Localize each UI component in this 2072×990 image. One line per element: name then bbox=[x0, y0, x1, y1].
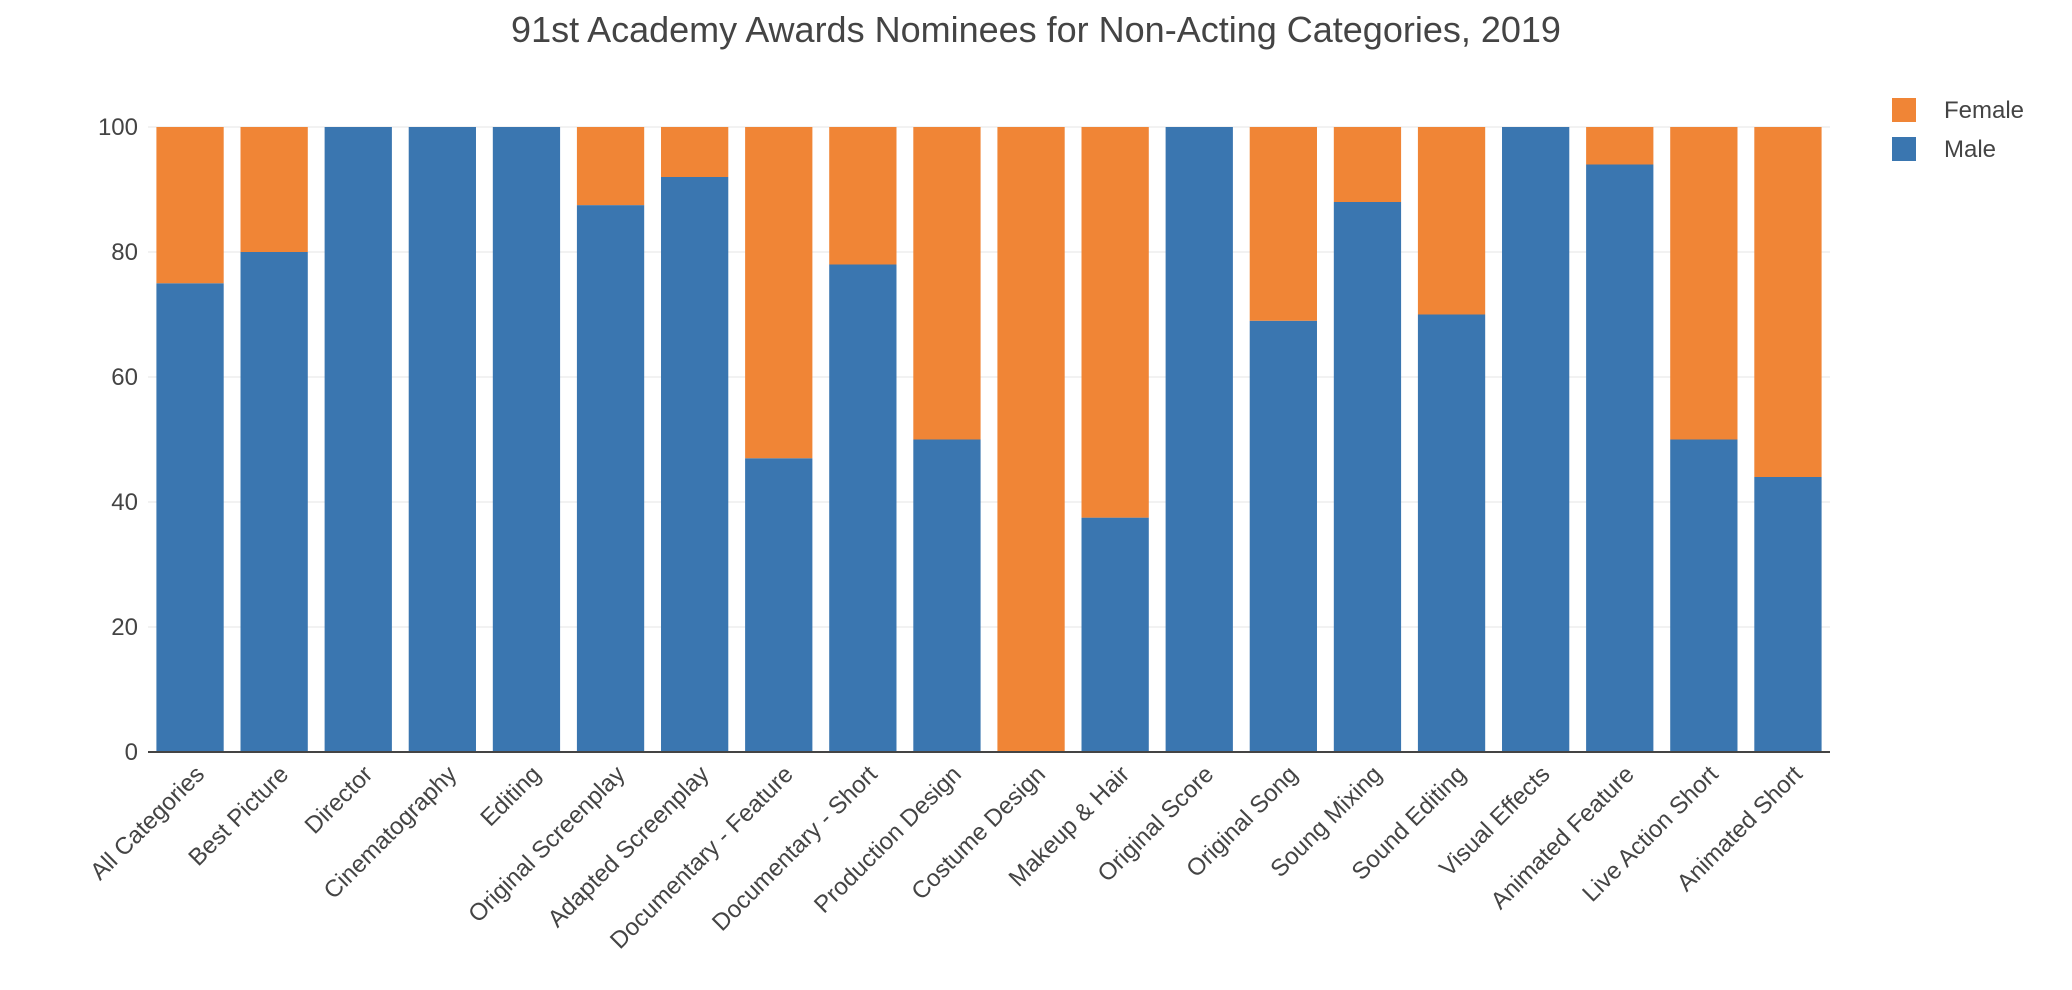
bar-male-documentary-feature[interactable] bbox=[745, 458, 813, 752]
bar-male-best-picture[interactable] bbox=[240, 252, 308, 752]
legend-label-male[interactable]: Male bbox=[1944, 136, 1996, 163]
legend-swatch-female[interactable] bbox=[1892, 98, 1916, 122]
x-tick-label: Adapted Screenplay bbox=[543, 761, 715, 933]
bar-female-live-action-short[interactable] bbox=[1670, 127, 1738, 440]
bar-male-editing[interactable] bbox=[492, 127, 561, 752]
bar-male-cinematography[interactable] bbox=[408, 127, 476, 752]
grid-lines bbox=[148, 126, 1830, 628]
bar-female-best-picture[interactable] bbox=[240, 127, 308, 252]
bar-female-documentary-feature[interactable] bbox=[745, 127, 813, 459]
y-axis-ticks: 0 20 40 60 80 100 bbox=[98, 114, 138, 766]
bar-male-original-song[interactable] bbox=[1249, 320, 1317, 752]
x-tick-label: Production Design bbox=[809, 761, 967, 919]
bar-female-adapted-screenplay[interactable] bbox=[661, 127, 729, 177]
bar-female-soung-mixing[interactable] bbox=[1333, 127, 1402, 202]
bar-male-makeup-hair[interactable] bbox=[1081, 517, 1149, 752]
legend: Female Male bbox=[1892, 97, 2024, 163]
bar-male-original-score[interactable] bbox=[1165, 127, 1233, 752]
bar-female-all-categories[interactable] bbox=[156, 127, 224, 284]
x-tick-label: Editing bbox=[475, 761, 546, 832]
bar-female-documentary-short[interactable] bbox=[829, 127, 897, 265]
bar-female-original-screenplay[interactable] bbox=[576, 127, 645, 206]
bar-male-visual-effects[interactable] bbox=[1502, 127, 1570, 752]
bar-male-live-action-short[interactable] bbox=[1670, 439, 1738, 753]
x-tick-label: Director bbox=[300, 761, 379, 840]
bar-female-makeup-hair[interactable] bbox=[1081, 127, 1149, 518]
x-tick-label: Documentary - Short bbox=[707, 761, 883, 937]
bar-female-production-design[interactable] bbox=[913, 127, 981, 440]
y-tick-label: 80 bbox=[111, 239, 138, 266]
bar-male-director[interactable] bbox=[324, 127, 392, 752]
y-tick-label: 60 bbox=[111, 364, 138, 391]
bar-female-animated-short[interactable] bbox=[1754, 127, 1822, 477]
legend-swatch-male[interactable] bbox=[1892, 137, 1916, 161]
bars bbox=[156, 127, 1822, 753]
bar-male-adapted-screenplay[interactable] bbox=[661, 177, 729, 752]
bar-female-original-song[interactable] bbox=[1249, 127, 1317, 321]
bar-male-sound-editing[interactable] bbox=[1417, 314, 1486, 753]
x-tick-label: Original Screenplay bbox=[463, 761, 630, 928]
bar-male-soung-mixing[interactable] bbox=[1333, 202, 1402, 752]
chart-title: 91st Academy Awards Nominees for Non-Act… bbox=[511, 9, 1561, 50]
y-tick-label: 20 bbox=[111, 614, 138, 641]
x-tick-label: All Categories bbox=[85, 761, 210, 886]
y-tick-label: 0 bbox=[125, 739, 138, 766]
bar-female-costume-design[interactable] bbox=[997, 127, 1065, 752]
y-tick-label: 40 bbox=[111, 489, 138, 516]
legend-label-female[interactable]: Female bbox=[1944, 97, 2024, 124]
bar-male-production-design[interactable] bbox=[913, 439, 981, 753]
bar-male-animated-short[interactable] bbox=[1754, 477, 1822, 752]
bar-male-animated-feature[interactable] bbox=[1586, 164, 1654, 753]
y-tick-label: 100 bbox=[98, 114, 138, 141]
bar-male-original-screenplay[interactable] bbox=[576, 205, 645, 752]
x-tick-label: Animated Feature bbox=[1486, 761, 1640, 915]
bar-female-animated-feature[interactable] bbox=[1586, 127, 1654, 165]
bar-female-sound-editing[interactable] bbox=[1417, 127, 1486, 315]
bar-male-documentary-short[interactable] bbox=[829, 264, 897, 753]
bar-male-all-categories[interactable] bbox=[156, 283, 224, 752]
